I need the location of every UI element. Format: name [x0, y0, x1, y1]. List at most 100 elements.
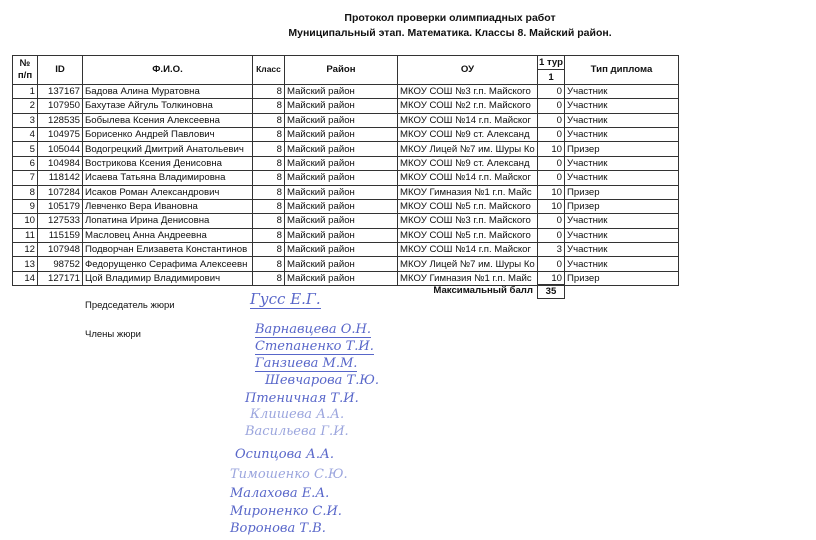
document-title: Протокол проверки олимпиадных работ [344, 12, 556, 24]
member-signature: Степаненко Т.И. [255, 339, 374, 355]
cell-id: 104975 [37, 126, 83, 143]
cell-diploma: Участник [564, 213, 679, 229]
cell-num: 2 [12, 98, 38, 114]
cell-score: 10 [537, 198, 565, 215]
cell-name: Федорущенко Серафима Алексеевн [82, 256, 253, 272]
cell-diploma: Участник [564, 170, 679, 186]
col-school: ОУ [397, 55, 538, 85]
cell-school: МКОУ СОШ №2 г.п. Майского [397, 98, 538, 114]
cell-grade: 8 [252, 227, 285, 244]
cell-diploma: Призер [564, 141, 679, 157]
cell-id: 118142 [37, 170, 83, 186]
max-score-value: 35 [537, 284, 565, 299]
cell-school: МКОУ Лицей №7 им. Шуры Ко [397, 141, 538, 157]
table-row: 7 118142 Исаева Татьяна Владимировна 8 Майск… [12, 170, 679, 186]
cell-diploma: Участник [564, 155, 679, 172]
col-id: ID [37, 55, 83, 85]
cell-district: Майский район [284, 155, 398, 172]
cell-num: 14 [12, 270, 38, 287]
cell-num: 12 [12, 242, 38, 258]
cell-num: 10 [12, 213, 38, 229]
cell-name: Левченко Вера Ивановна [82, 198, 253, 215]
cell-diploma: Участник [564, 83, 679, 100]
member-signature: Васильева Г.И. [245, 424, 349, 439]
cell-grade: 8 [252, 184, 285, 200]
cell-name: Подворчан Елизавета Константинов [82, 242, 253, 258]
cell-diploma: Призер [564, 184, 679, 200]
cell-num: 3 [12, 112, 38, 128]
cell-grade: 8 [252, 242, 285, 258]
col-round-sub: 1 [537, 69, 565, 85]
col-diploma: Тип диплома [564, 55, 679, 85]
cell-score: 0 [537, 83, 565, 100]
cell-district: Майский район [284, 256, 398, 272]
member-signature: Ганзиева М.М. [255, 356, 358, 372]
cell-id: 137167 [37, 83, 83, 100]
col-name: Ф.И.О. [82, 55, 253, 85]
cell-id: 98752 [37, 256, 83, 272]
table-row: 13 98752 Федорущенко Серафима Алексеевн 8 Ма… [12, 256, 679, 272]
cell-score: 10 [537, 270, 565, 287]
document-subtitle: Муниципальный этап. Математика. Классы 8… [288, 27, 612, 39]
cell-num: 1 [12, 83, 38, 100]
cell-num: 8 [12, 184, 38, 200]
cell-diploma: Участник [564, 256, 679, 272]
cell-score: 0 [537, 126, 565, 143]
table-row: 11 115159 Масловец Анна Андреевна 8 Майский … [12, 227, 679, 244]
cell-name: Лопатина Ирина Денисовна [82, 213, 253, 229]
cell-diploma: Участник [564, 112, 679, 128]
cell-name: Борисенко Андрей Павлович [82, 126, 253, 143]
cell-name: Бобылева Ксения Алексеевна [82, 112, 253, 128]
cell-diploma: Участник [564, 126, 679, 143]
cell-district: Майский район [284, 198, 398, 215]
cell-school: МКОУ СОШ №14 г.п. Майског [397, 242, 538, 258]
table-row: 10 127533 Лопатина Ирина Денисовна 8 Майский… [12, 213, 679, 229]
cell-district: Майский район [284, 170, 398, 186]
cell-score: 0 [537, 170, 565, 186]
member-signature: Мироненко С.И. [230, 504, 342, 519]
cell-score: 3 [537, 242, 565, 258]
cell-diploma: Призер [564, 198, 679, 215]
cell-diploma: Участник [564, 242, 679, 258]
cell-district: Майский район [284, 227, 398, 244]
results-table: № п/п ID Ф.И.О. Класс Район ОУ 1 тур Тип… [12, 54, 679, 287]
table-row: 5 105044 Водогрецкий Дмитрий Анатольевич 8 М… [12, 141, 679, 157]
cell-grade: 8 [252, 98, 285, 114]
cell-id: 128535 [37, 112, 83, 128]
cell-school: МКОУ Гимназия №1 г.п. Майс [397, 270, 538, 287]
cell-grade: 8 [252, 170, 285, 186]
table-row: 12 107948 Подворчан Елизавета Константинов… [12, 242, 679, 258]
cell-diploma: Участник [564, 227, 679, 244]
cell-diploma: Призер [564, 270, 679, 287]
cell-school: МКОУ СОШ №3 г.п. Майского [397, 213, 538, 229]
table-row: 4 104975 Борисенко Андрей Павлович 8 Майский… [12, 126, 679, 143]
cell-grade: 8 [252, 83, 285, 100]
cell-diploma: Участник [564, 98, 679, 114]
cell-school: МКОУ СОШ №5 г.п. Майского [397, 198, 538, 215]
cell-id: 127171 [37, 270, 83, 287]
table-row: 9 105179 Левченко Вера Ивановна 8 Майский ра… [12, 198, 679, 215]
cell-num: 9 [12, 198, 38, 215]
col-grade: Класс [252, 55, 285, 85]
cell-id: 105044 [37, 141, 83, 157]
cell-id: 115159 [37, 227, 83, 244]
cell-id: 105179 [37, 198, 83, 215]
member-signature: Шевчарова Т.Ю. [265, 373, 379, 388]
cell-name: Водогрецкий Дмитрий Анатольевич [82, 141, 253, 157]
cell-district: Майский район [284, 213, 398, 229]
member-signature: Клишева А.А. [250, 407, 345, 422]
cell-id: 107948 [37, 242, 83, 258]
cell-district: Майский район [284, 270, 398, 287]
chair-signature: Гусс Е.Г. [250, 290, 321, 309]
col-round: 1 тур [537, 54, 565, 71]
cell-school: МКОУ Гимназия №1 г.п. Майс [397, 184, 538, 200]
cell-district: Майский район [284, 242, 398, 258]
member-signature: Варнавцева О.Н. [255, 322, 371, 338]
cell-grade: 8 [252, 213, 285, 229]
cell-score: 10 [537, 141, 565, 157]
cell-num: 7 [12, 170, 38, 186]
table-row: 6 104984 Вострикова Ксения Денисовна 8 Майск… [12, 155, 679, 172]
col-district: Район [284, 55, 398, 85]
cell-num: 5 [12, 141, 38, 157]
cell-grade: 8 [252, 270, 285, 287]
